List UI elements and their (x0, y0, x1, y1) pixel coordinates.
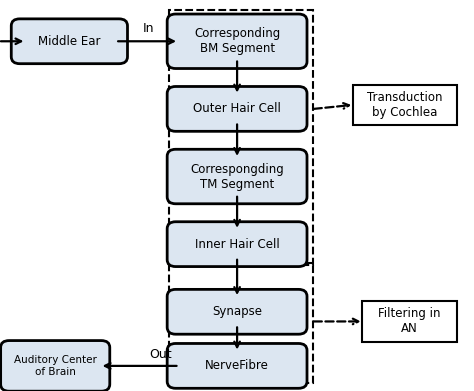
FancyBboxPatch shape (167, 222, 307, 267)
Text: Outer Hair Cell: Outer Hair Cell (193, 102, 281, 115)
Text: Inner Hair Cell: Inner Hair Cell (195, 238, 280, 251)
Text: Out: Out (149, 348, 172, 361)
FancyBboxPatch shape (167, 86, 307, 131)
Text: NerveFibre: NerveFibre (205, 359, 269, 372)
Text: Correspongding
TM Segment: Correspongding TM Segment (190, 163, 284, 190)
Text: Synapse: Synapse (212, 305, 262, 318)
Bar (353, 85, 457, 126)
FancyBboxPatch shape (167, 343, 307, 388)
Text: Filtering in
AN: Filtering in AN (378, 307, 441, 335)
Text: Transduction
by Cochlea: Transduction by Cochlea (367, 91, 443, 119)
Text: Corresponding
BM Segment: Corresponding BM Segment (194, 27, 280, 55)
FancyBboxPatch shape (11, 19, 128, 64)
Text: In: In (143, 22, 154, 36)
FancyBboxPatch shape (167, 289, 307, 334)
Bar (169, 264, 313, 383)
FancyBboxPatch shape (167, 149, 307, 204)
Bar (169, 10, 313, 265)
Text: Auditory Center
of Brain: Auditory Center of Brain (14, 355, 97, 377)
FancyBboxPatch shape (0, 341, 110, 391)
Bar (362, 301, 457, 342)
Text: Middle Ear: Middle Ear (38, 35, 100, 48)
FancyBboxPatch shape (167, 14, 307, 68)
